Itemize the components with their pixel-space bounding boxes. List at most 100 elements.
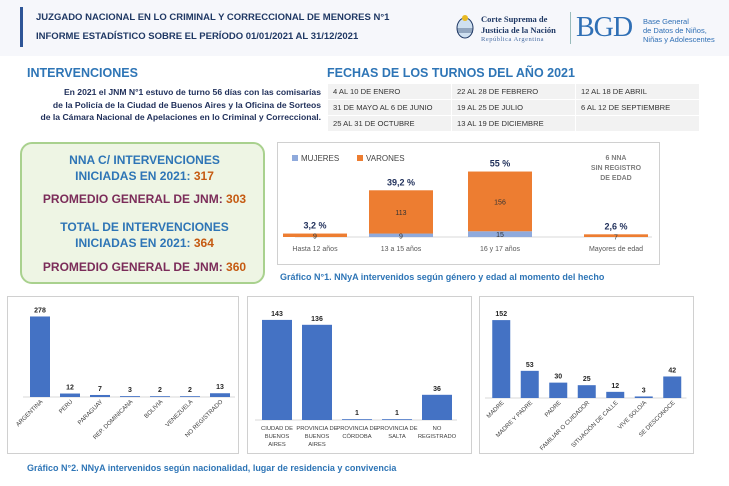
x-tick-label: PROVINCIA DE xyxy=(336,426,377,432)
x-tick-label: CIUDAD DE xyxy=(261,426,293,432)
bar-value-label: 25 xyxy=(583,376,591,383)
bar-value-label: 278 xyxy=(34,307,46,314)
bar-value-label: 3 xyxy=(642,387,646,394)
legend-label-varones: VARONES xyxy=(366,154,405,163)
bgd-subtitle-line2: de Datos de Niños, xyxy=(643,26,707,35)
bar-label-varones: 9 xyxy=(313,234,317,241)
bgd-logo: BGD xyxy=(576,12,633,43)
bar xyxy=(180,396,200,397)
bar-label-mujeres: 15 xyxy=(496,232,504,239)
bar xyxy=(120,396,140,397)
table-row: 25 AL 31 DE OCTUBRE 13 AL 19 DE DICIEMBR… xyxy=(327,115,700,132)
promedio-2-value: 360 xyxy=(226,260,247,274)
bar-percent-label: 2,6 % xyxy=(604,221,627,231)
x-tick-label: FAMILIAR O CUIDADOR xyxy=(539,400,591,452)
bar-label-varones: 113 xyxy=(395,210,406,217)
chart-gender-age: MUJERES VARONES 9 3,2 % Hasta 12 años 9 113 39,… xyxy=(283,154,652,253)
bar-value-label: 2 xyxy=(158,387,162,394)
bgd-subtitle-line1: Base General xyxy=(643,17,689,26)
no-age-annotation: SIN REGISTRO xyxy=(591,165,642,172)
legend-label-mujeres: MUJERES xyxy=(301,154,339,163)
csj-name-line2: Justicia de la Nación xyxy=(481,25,556,35)
bar xyxy=(302,324,332,420)
nna-label-line2: INICIADAS EN 2021: 317 xyxy=(22,168,267,184)
no-age-annotation: 6 NNA xyxy=(605,155,626,162)
x-tick-label: PROVINCIA DE xyxy=(296,426,337,432)
bar xyxy=(342,419,372,420)
bar xyxy=(520,370,539,398)
promedio-1-value: 303 xyxy=(226,192,247,206)
bar xyxy=(210,393,230,397)
bgd-subtitle-line3: Niñas y Adolescentes xyxy=(643,35,715,44)
bar xyxy=(634,396,653,398)
no-age-annotation: DE EDAD xyxy=(600,175,632,182)
x-tick-label: AIRES xyxy=(308,442,326,448)
legend-swatch-varones xyxy=(357,155,363,161)
turno-cell xyxy=(575,115,700,132)
x-tick-label: SITUACIÓN DE CALLE xyxy=(570,399,620,449)
bar-value-label: 152 xyxy=(495,311,507,318)
header-report-period: INFORME ESTADÍSTICO SOBRE EL PERÍODO 01/… xyxy=(36,31,359,42)
bar-varones xyxy=(369,190,433,234)
bar xyxy=(382,419,412,420)
bar xyxy=(663,376,682,398)
bar-value-label: 13 xyxy=(216,384,224,391)
x-tick-label: REGISTRADO xyxy=(418,434,457,440)
bar-percent-label: 39,2 % xyxy=(387,177,415,187)
turno-cell: 4 AL 10 DE ENERO xyxy=(327,83,452,100)
turno-cell: 12 AL 18 DE ABRIL xyxy=(575,83,700,100)
bar-percent-label: 3,2 % xyxy=(303,221,326,231)
turnos-title: FECHAS DE LOS TURNOS DEL AÑO 2021 xyxy=(327,66,575,80)
bar xyxy=(422,394,452,420)
nna-label-text: INICIADAS EN 2021: xyxy=(75,169,191,183)
x-tick-label: 16 y 17 años xyxy=(480,246,521,253)
bar xyxy=(262,319,292,420)
nna-value: 317 xyxy=(193,169,214,183)
logo-divider xyxy=(570,12,571,44)
turnos-table: 4 AL 10 DE ENERO 22 AL 28 DE FEBRERO 12 … xyxy=(327,83,700,132)
turno-cell: 13 AL 19 DE DICIEMBRE xyxy=(451,115,576,132)
bar-label-varones: 7 xyxy=(614,234,618,241)
bgd-subtitle: Base General de Datos de Niños, Niñas y … xyxy=(643,17,729,44)
intervenciones-text: En 2021 el JNM N°1 estuvo de turno 56 dí… xyxy=(18,86,321,124)
x-tick-label: NO xyxy=(433,426,442,432)
bar xyxy=(577,385,596,398)
nna-summary: NNA C/ INTERVENCIONES INICIADAS EN 2021:… xyxy=(22,152,267,184)
bar xyxy=(90,394,110,397)
bar xyxy=(60,393,80,397)
x-tick-label: BUENOS xyxy=(305,434,330,440)
total-label-line1: TOTAL DE INTERVENCIONES xyxy=(60,220,229,234)
bar-value-label: 3 xyxy=(128,387,132,394)
x-tick-label: PADRE xyxy=(544,400,563,419)
header-accent-bar xyxy=(20,7,23,47)
bar-percent-label: 55 % xyxy=(490,159,511,169)
x-tick-label: Mayores de edad xyxy=(589,246,643,253)
summary-box xyxy=(20,142,265,284)
intro-line1: En 2021 el JNM N°1 estuvo de turno 56 dí… xyxy=(63,87,321,97)
header-court-title: JUZGADO NACIONAL EN LO CRIMINAL Y CORREC… xyxy=(36,12,390,23)
bar-varones xyxy=(584,234,648,237)
bar-value-label: 42 xyxy=(668,367,676,374)
x-tick-label: VIVE SOLO/A xyxy=(617,400,648,431)
x-tick-label: PARAGUAY xyxy=(77,399,104,426)
bar-label-mujeres: 9 xyxy=(399,233,403,240)
report-header xyxy=(0,0,729,56)
promedio-label: PROMEDIO GENERAL DE JNM: xyxy=(42,192,223,206)
bar-value-label: 12 xyxy=(611,383,619,390)
national-crest-icon xyxy=(456,15,474,39)
intervenciones-title: INTERVENCIONES xyxy=(27,66,138,80)
bar-varones xyxy=(468,171,532,232)
bar-value-label: 12 xyxy=(66,385,74,392)
x-tick-label: CÓRDOBA xyxy=(342,433,371,440)
bar-value-label: 2 xyxy=(188,387,192,394)
turno-cell: 22 AL 28 DE FEBRERO xyxy=(451,83,576,100)
x-tick-label: 13 a 15 años xyxy=(381,246,422,253)
turno-cell: 25 AL 31 DE OCTUBRE xyxy=(327,115,452,132)
csj-name-line1: Corte Suprema de xyxy=(481,14,548,24)
x-tick-label: PROVINCIA DE xyxy=(376,426,417,432)
bar xyxy=(492,320,511,398)
bar-value-label: 7 xyxy=(98,386,102,393)
